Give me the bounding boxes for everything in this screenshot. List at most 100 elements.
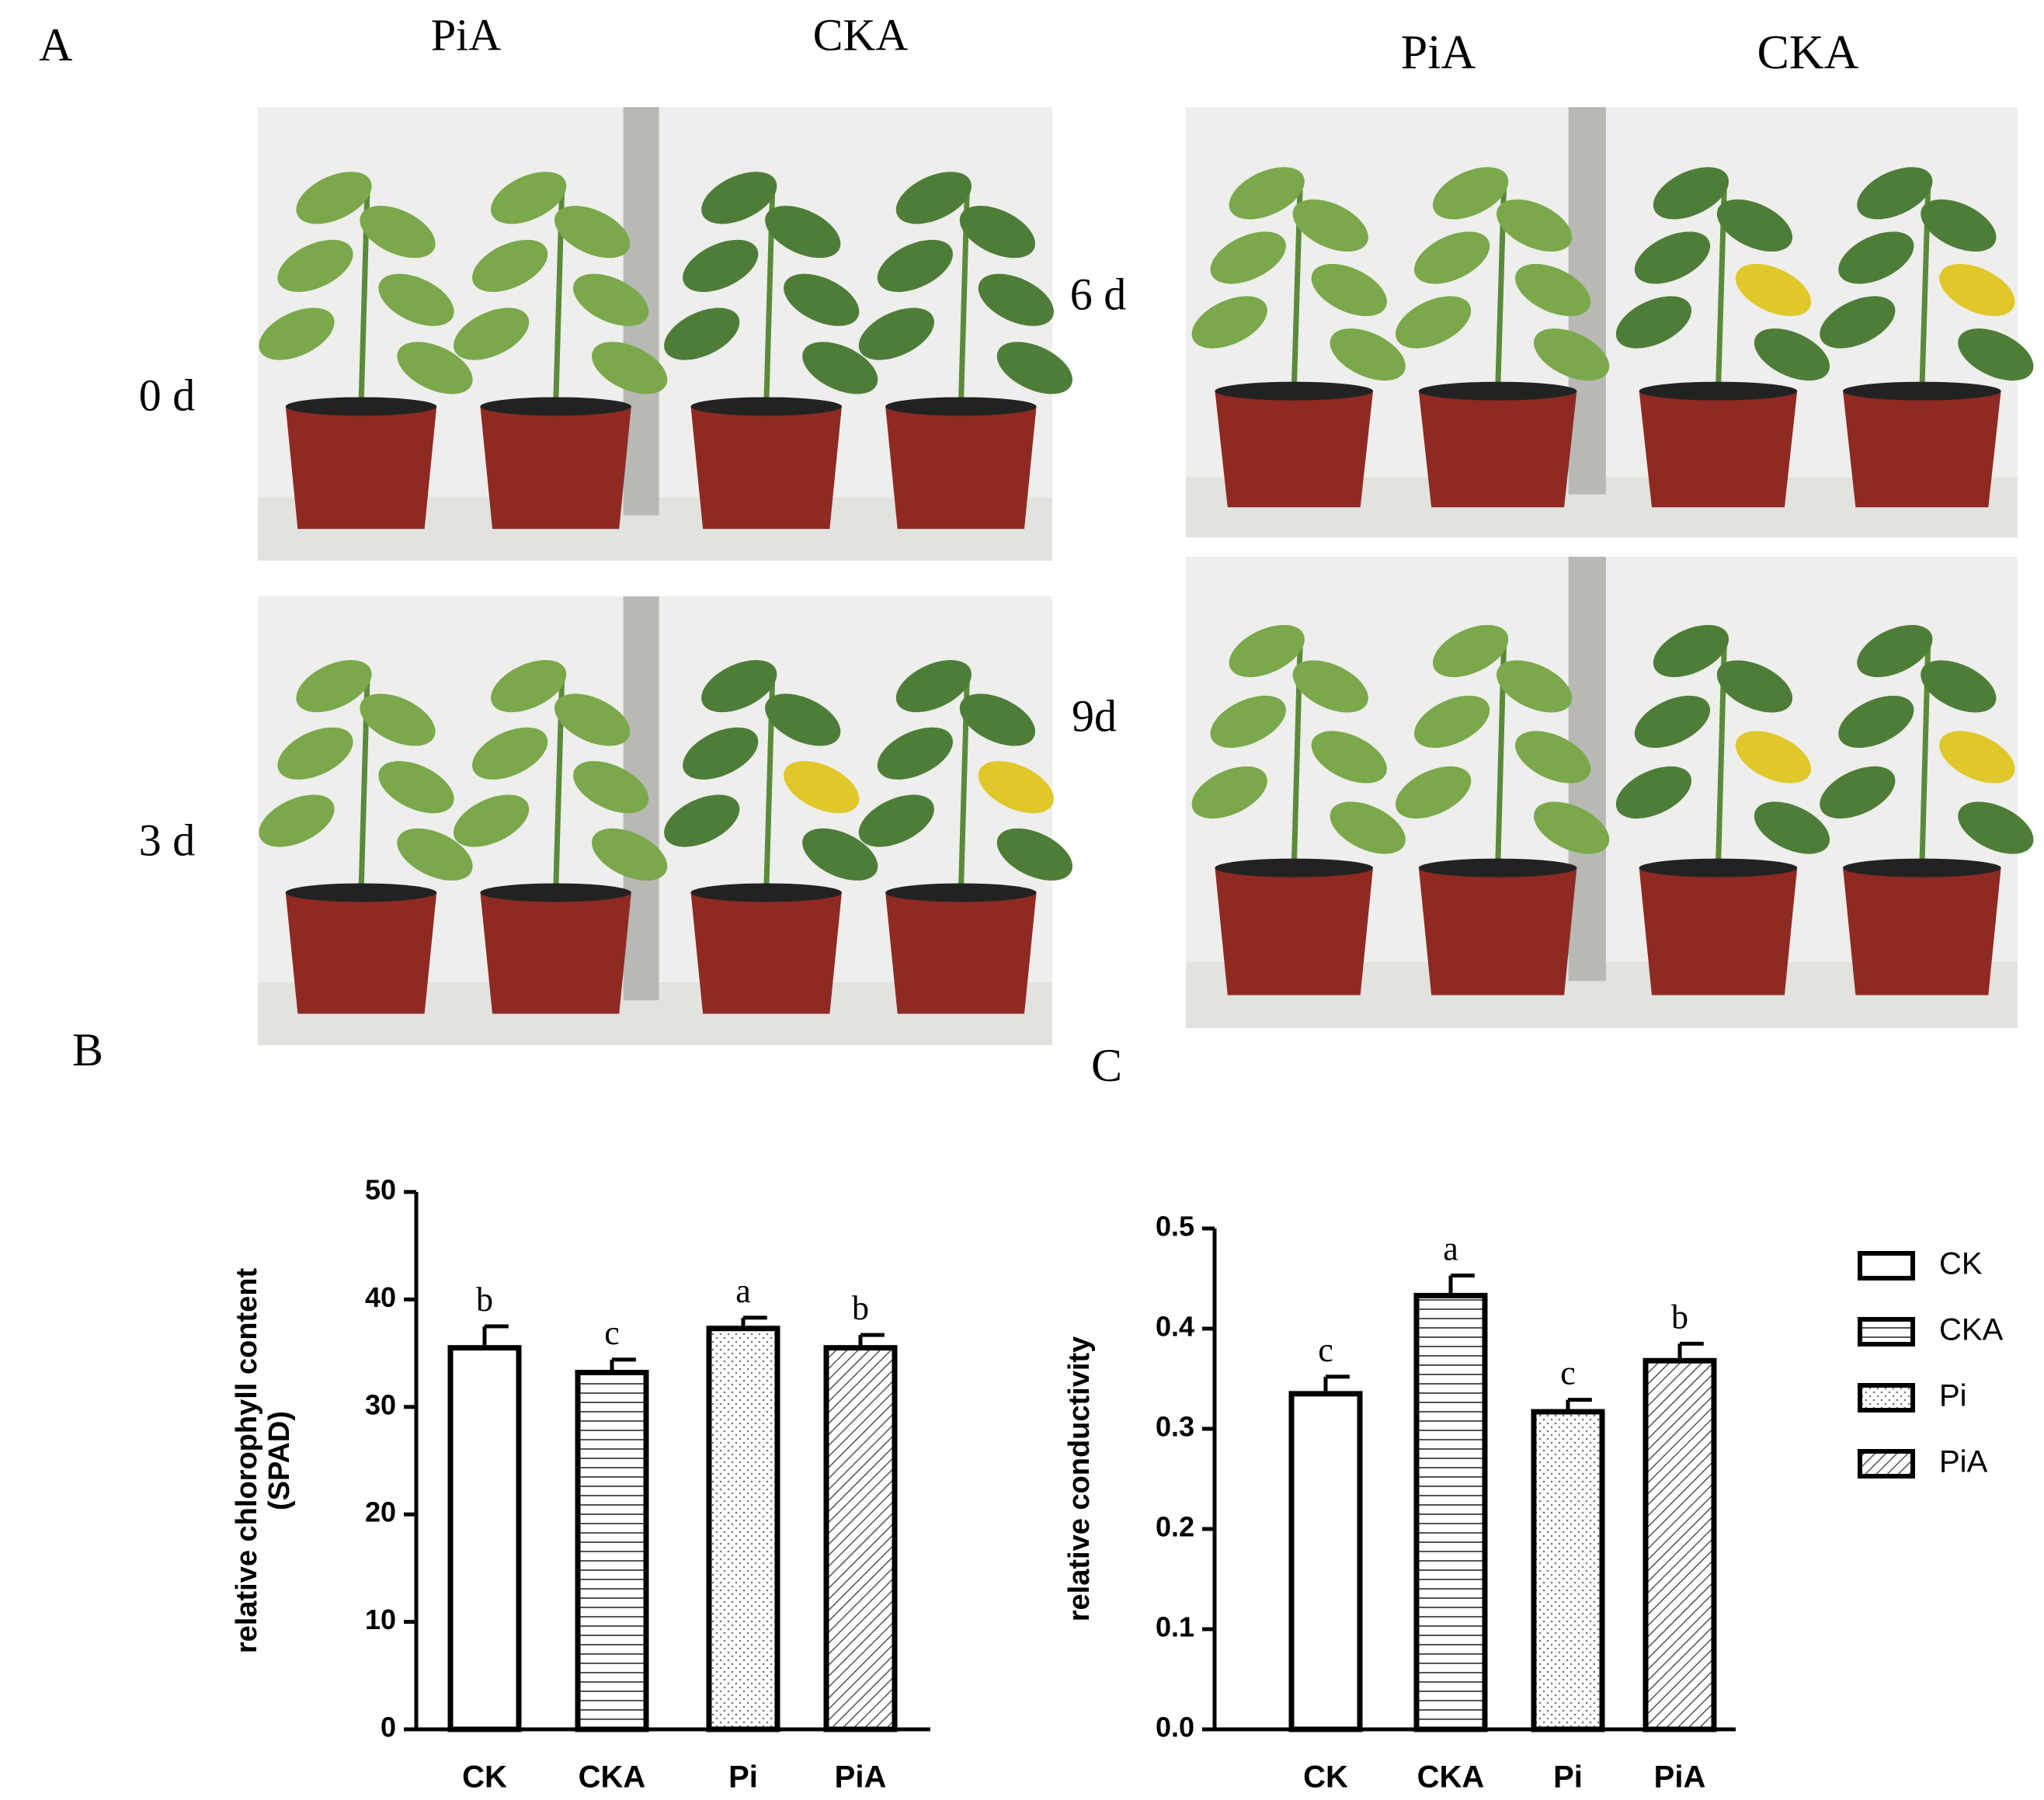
leaf [1330,801,1406,854]
legend-label: CKA [1939,1313,2004,1347]
pot-rim [1418,381,1577,401]
y-tick-label: 20 [365,1496,396,1528]
day-label: 6 d [1070,269,1127,319]
bar [1531,1409,1605,1732]
leaf [378,273,454,326]
leaf [1857,624,1933,677]
leaf [1534,801,1610,854]
photo-label: CKA [813,9,909,60]
leaf [1716,199,1793,252]
leaf [1515,263,1591,317]
leaf [683,239,759,292]
leaf [592,828,668,881]
pot [285,892,437,1014]
leaf [1433,624,1509,677]
photos [258,107,2034,1045]
leaf [996,342,1072,394]
pot [1843,391,2001,508]
pot [1215,867,1373,996]
leaf [472,727,548,780]
leaf [1939,731,2015,784]
leaf [573,761,649,814]
leaf [554,206,631,259]
leaf [877,239,953,292]
significance-letter: b [852,1289,869,1327]
pot [1418,867,1577,996]
leaf [895,660,972,713]
leaf [959,693,1035,746]
leaf [1716,660,1793,713]
x-tick-label: PiA [1654,1760,1706,1795]
leaf [1229,167,1305,220]
leaf [259,308,335,360]
leaf [491,660,567,713]
day-label: 9d [1072,690,1117,741]
leaf [978,761,1054,814]
y-axis-label: relative chlorophyll content [231,1268,263,1654]
bar [823,1345,898,1732]
leaf [858,308,934,360]
leaf [784,761,860,814]
leaf [296,660,372,713]
leaf [978,273,1054,326]
legend-label: CK [1939,1247,1983,1281]
leaf [1615,766,1692,819]
leaf [1958,801,2034,854]
legend-swatch [1858,1449,1915,1479]
pot-rim [480,397,631,416]
y-tick-label: 0.4 [1156,1311,1194,1343]
pot-rim [285,883,437,902]
photo-label: PiA [431,9,501,60]
panel-letter: A [39,19,72,71]
leaf [784,273,860,326]
leaf [765,693,841,746]
leaf [765,206,841,259]
leaf [378,761,454,814]
leaf [360,693,436,746]
y-tick-label: 0.3 [1156,1411,1194,1443]
leaf [895,172,972,224]
y-axis-label: relative conductivity [1063,1336,1096,1621]
leaf [802,342,878,394]
leaf [1939,263,2015,317]
significance-letter: b [476,1281,493,1319]
y-tick-label: 0.5 [1156,1211,1194,1242]
x-tick-label: CK [462,1760,507,1795]
y-axis-label: (SPAD) [263,1411,296,1510]
leaf [959,206,1035,259]
pot-rim [1843,381,2001,401]
leaf [1820,766,1896,819]
leaf [1292,199,1368,252]
pot-rim [885,397,1037,416]
leaf [1292,660,1368,713]
leaf [1634,231,1711,284]
significance-letter: c [1318,1331,1333,1369]
significance-letter: a [735,1272,751,1310]
leaf [1653,624,1729,677]
leaf [259,794,335,847]
legend-label: PiA [1939,1445,1988,1479]
y-tick-label: 40 [365,1281,396,1313]
leaf [491,172,567,224]
x-tick-label: Pi [728,1760,758,1795]
leaf [1921,660,1997,713]
leaf [1615,296,1692,349]
leaf [296,172,372,224]
leaf [1191,296,1267,349]
leaf [1229,624,1305,677]
leaf [1857,167,1933,220]
y-tick-label: 0.0 [1156,1711,1194,1743]
panel-letter: C [1091,1040,1122,1091]
leaf [1735,263,1812,317]
photo-label: PiA [1401,26,1476,79]
y-tick-label: 10 [365,1604,396,1635]
legend-swatch [1858,1383,1915,1413]
pot-rim [690,397,842,416]
leaf [573,273,649,326]
y-tick-label: 0.2 [1156,1511,1194,1543]
bar [1642,1357,1717,1732]
pot [480,406,631,530]
leaf [1496,660,1573,713]
pot-rim [1639,381,1798,401]
bar [1413,1292,1488,1732]
